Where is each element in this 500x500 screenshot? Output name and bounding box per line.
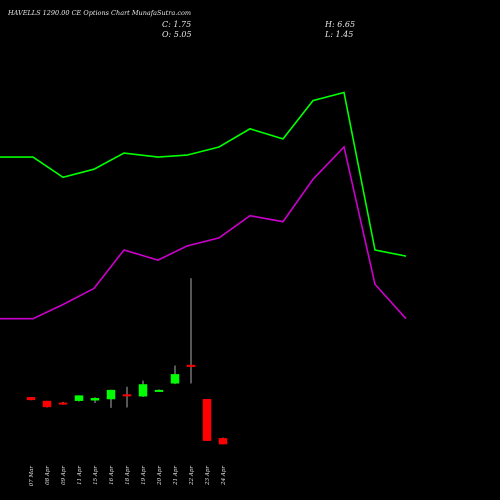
x-tick-label: 24 Apr xyxy=(221,466,227,486)
x-tick-label: 08 Apr xyxy=(45,466,51,485)
x-tick-label: 19 Apr xyxy=(141,466,147,485)
x-tick-label: 22 Apr xyxy=(189,466,195,486)
candle-body xyxy=(122,394,132,397)
candle-body xyxy=(202,398,212,441)
lower-band-line xyxy=(0,145,407,320)
close-value: C: 1.75 xyxy=(162,20,191,29)
x-tick-label: 20 Apr xyxy=(157,466,163,486)
candle-body xyxy=(58,402,68,405)
candle-body xyxy=(106,389,116,400)
open-value: O: 5.05 xyxy=(162,30,192,39)
candle-body xyxy=(26,397,36,401)
candle-body xyxy=(218,438,228,445)
candle-body xyxy=(154,389,164,392)
candle-body xyxy=(42,400,52,408)
candlestick-series xyxy=(26,278,228,445)
candle-body xyxy=(186,364,196,367)
upper-band-line xyxy=(0,91,407,257)
x-tick-label: 09 Apr xyxy=(61,466,67,485)
x-tick-label: 07 Mar xyxy=(29,466,35,487)
x-tick-label: 16 Apr xyxy=(109,466,115,485)
low-value: L: 1.45 xyxy=(324,30,353,39)
x-axis-labels: 07 Mar 08 Apr 09 Apr 11 Apr 15 Apr 16 Apr 18 A… xyxy=(29,466,227,487)
x-tick-label: 21 Apr xyxy=(173,466,179,486)
chart-title: HAVELLS 1290.00 CE Options Chart MunafaS… xyxy=(7,9,191,17)
candle-body xyxy=(90,397,100,401)
candle-body xyxy=(138,384,148,397)
candle-body xyxy=(74,395,84,401)
x-tick-label: 18 Apr xyxy=(125,466,131,485)
x-tick-label: 23 Apr xyxy=(205,466,211,486)
x-tick-label: 15 Apr xyxy=(93,466,99,485)
candle-body xyxy=(170,374,180,384)
x-tick-label: 11 Apr xyxy=(77,466,83,485)
high-value: H: 6.65 xyxy=(324,20,355,29)
